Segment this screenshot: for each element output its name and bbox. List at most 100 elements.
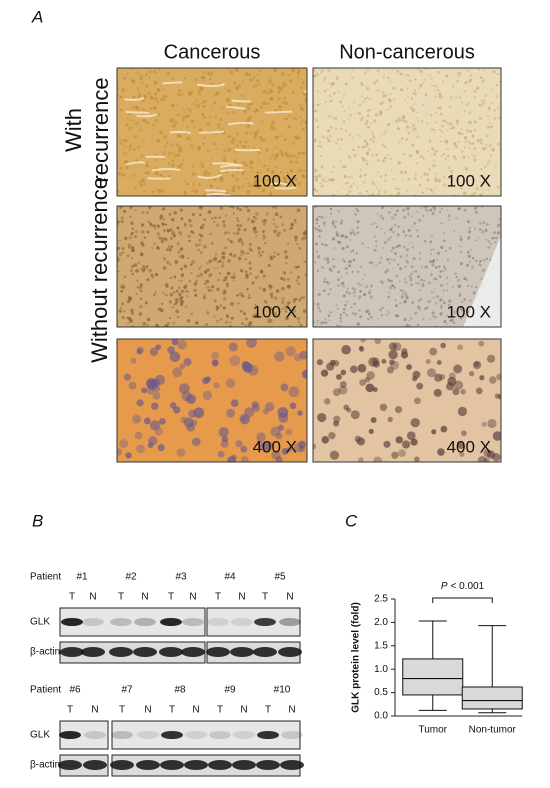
texture [486,354,496,363]
texture [155,323,159,327]
texture [458,294,461,297]
texture [285,262,288,265]
texture [319,103,322,105]
texture [302,92,305,96]
texture [358,103,362,107]
texture [122,138,126,142]
texture [296,265,299,269]
band [159,647,183,657]
texture [388,107,391,110]
texture [384,174,388,177]
texture [294,235,298,240]
band [208,760,232,770]
texture [349,114,352,117]
texture [255,212,259,217]
texture [417,282,421,285]
texture [297,74,300,77]
texture [190,312,194,316]
texture [192,231,195,235]
texture [132,119,135,122]
texture [287,242,290,245]
texture [406,207,410,211]
texture [197,173,222,179]
texture [395,245,399,249]
texture [206,262,209,265]
texture [264,300,268,304]
texture [355,112,358,115]
texture [333,82,336,85]
texture [328,178,332,182]
texture [358,112,361,115]
texture [440,425,448,433]
texture [154,291,157,294]
texture [145,323,149,327]
blot-row-label: GLK [30,617,50,628]
texture [329,450,340,460]
texture [117,171,122,176]
texture [489,154,493,157]
texture [360,339,366,343]
texture [130,118,133,122]
texture [391,226,394,229]
texture [313,139,317,143]
texture [128,126,132,131]
texture [172,234,176,238]
texture [489,242,492,245]
texture [283,250,288,254]
texture [410,265,414,268]
texture [387,123,391,127]
texture [365,383,375,393]
texture [325,281,329,284]
texture [447,306,450,308]
texture [250,183,254,187]
texture [296,275,301,279]
texture [145,164,149,168]
texture [160,189,165,193]
texture [436,106,439,110]
band [84,731,106,739]
texture [469,74,473,77]
texture [163,152,166,155]
texture [336,240,339,243]
texture [341,105,344,107]
texture [404,98,407,101]
texture [402,137,404,140]
texture [119,140,123,144]
texture [468,230,472,234]
texture [389,258,392,261]
texture [342,284,346,288]
texture [166,71,171,76]
texture [241,144,245,148]
texture [270,295,274,299]
texture [455,96,458,99]
texture [319,155,322,157]
texture [315,189,318,193]
texture [448,218,451,221]
texture [146,171,150,175]
texture [497,142,501,146]
texture [175,302,178,305]
texture [195,321,199,325]
texture [151,190,155,194]
texture [336,373,342,380]
texture [150,273,154,278]
texture [183,417,194,428]
texture [210,71,213,74]
texture [139,127,143,131]
texture [328,81,331,84]
texture [365,285,369,289]
texture [473,147,476,150]
texture [355,207,359,211]
texture [244,258,247,261]
texture [387,295,390,299]
texture [459,245,462,248]
patient-id: #5 [274,572,286,583]
texture [271,450,281,461]
texture [267,264,271,268]
y-tick-label: 2.0 [374,617,388,628]
texture [390,193,393,196]
texture [279,215,283,219]
texture [173,302,176,306]
texture [233,81,237,85]
texture [383,179,387,183]
